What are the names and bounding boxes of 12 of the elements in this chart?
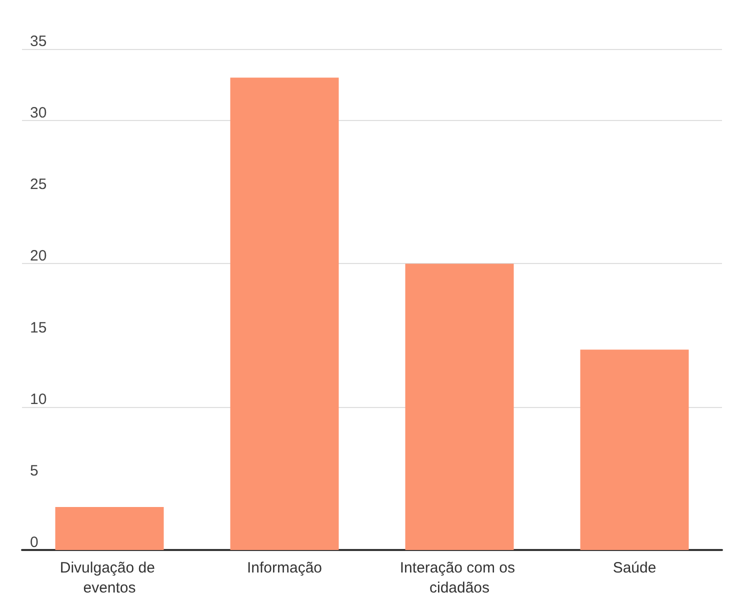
x-tick-label: Divulgação de eventos [60, 560, 160, 596]
x-tick-label: Informação [246, 560, 322, 576]
x-tick-label: Interação com os cidadãos [400, 560, 520, 596]
y-tick-label: 15 [30, 319, 47, 336]
y-tick-label: 0 [30, 534, 38, 551]
y-tick-label: 25 [30, 176, 47, 194]
x-tick-label: Saúde [612, 560, 656, 576]
y-tick-label: 30 [30, 104, 47, 122]
y-tick-label: 20 [30, 248, 47, 265]
y-tick-label: 10 [30, 390, 47, 408]
y-tick-label: 35 [30, 33, 47, 50]
y-tick-label: 5 [30, 462, 38, 480]
